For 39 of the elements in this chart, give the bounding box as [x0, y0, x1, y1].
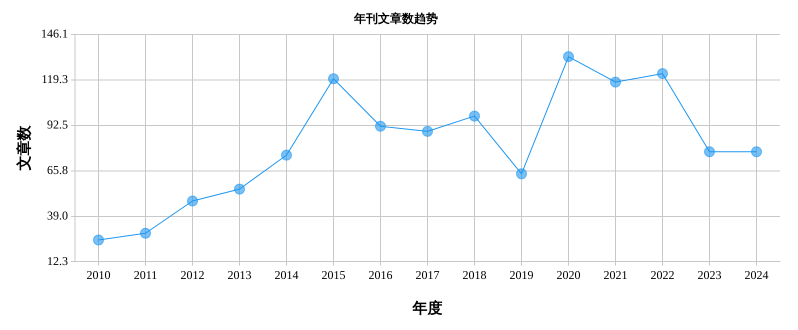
y-tick-label: 92.5	[47, 118, 68, 132]
y-tick-label: 39.0	[47, 208, 68, 222]
point	[610, 76, 621, 88]
x-tick-label: 2024	[744, 268, 768, 282]
x-tick-label: 2022	[650, 268, 674, 282]
point	[375, 120, 386, 132]
x-tick-label: 2018	[462, 268, 486, 282]
y-tick-label: 12.3	[47, 254, 68, 268]
x-tick-label: 2015	[322, 268, 346, 282]
point	[93, 234, 104, 246]
x-tick-label: 2019	[510, 268, 534, 282]
point	[281, 150, 292, 161]
y-tick-label: 146.1	[41, 26, 68, 41]
point	[187, 195, 198, 206]
point	[469, 110, 480, 122]
x-tick-label: 2017	[416, 268, 440, 282]
point	[516, 168, 527, 180]
x-tick-label: 2014	[274, 268, 298, 282]
chart-title: 年刊文章数趋势	[353, 11, 438, 26]
point	[751, 146, 762, 158]
point	[140, 228, 151, 239]
point	[422, 126, 433, 137]
x-tick-label: 2016	[368, 268, 392, 282]
x-axis-title: 年度	[412, 298, 442, 317]
x-tick-label: 2011	[134, 268, 158, 282]
y-tick-label: 65.8	[47, 162, 68, 177]
x-tick-label: 2021	[604, 268, 628, 282]
y-tick-label: 119.3	[41, 72, 68, 86]
point	[563, 51, 574, 62]
x-tick-label: 2012	[180, 268, 204, 282]
x-tick-label: 2013	[228, 268, 252, 282]
x-tick-label: 2020	[556, 268, 580, 282]
point	[704, 146, 715, 158]
x-tick-label: 2010	[86, 268, 110, 282]
x-tick-label: 2023	[698, 268, 722, 282]
point	[328, 73, 339, 84]
y-axis-title: 文章数	[14, 124, 33, 172]
point	[234, 184, 245, 195]
point	[657, 68, 668, 80]
